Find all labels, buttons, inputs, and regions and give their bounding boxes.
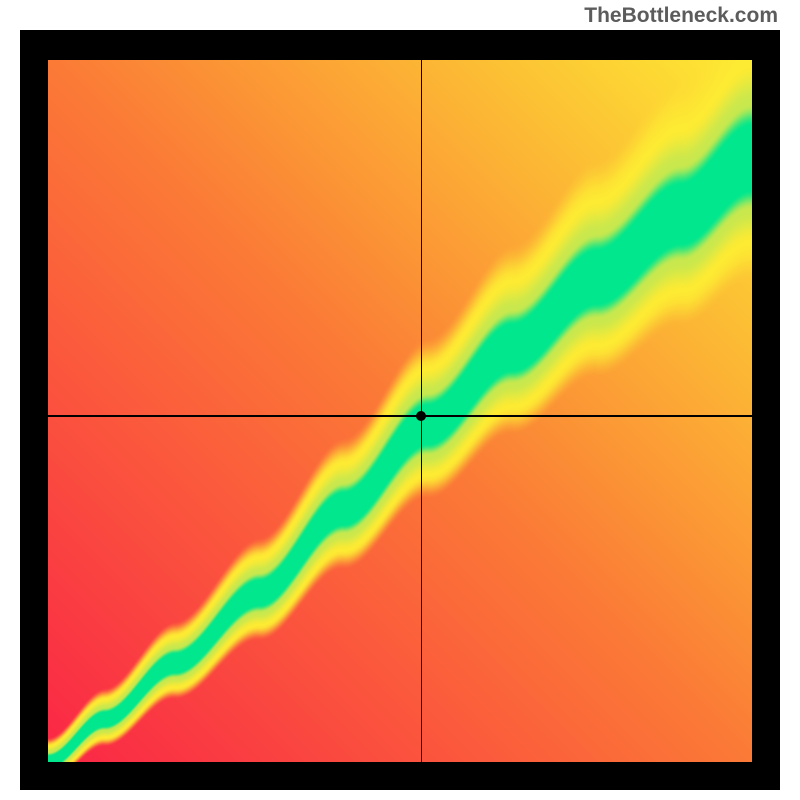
heatmap-plot — [48, 60, 752, 762]
attribution-label: TheBottleneck.com — [584, 4, 778, 28]
heatmap-canvas — [48, 60, 752, 762]
chart-container: TheBottleneck.com — [0, 0, 800, 800]
crosshair-horizontal — [48, 415, 752, 416]
crosshair-marker — [416, 411, 426, 421]
